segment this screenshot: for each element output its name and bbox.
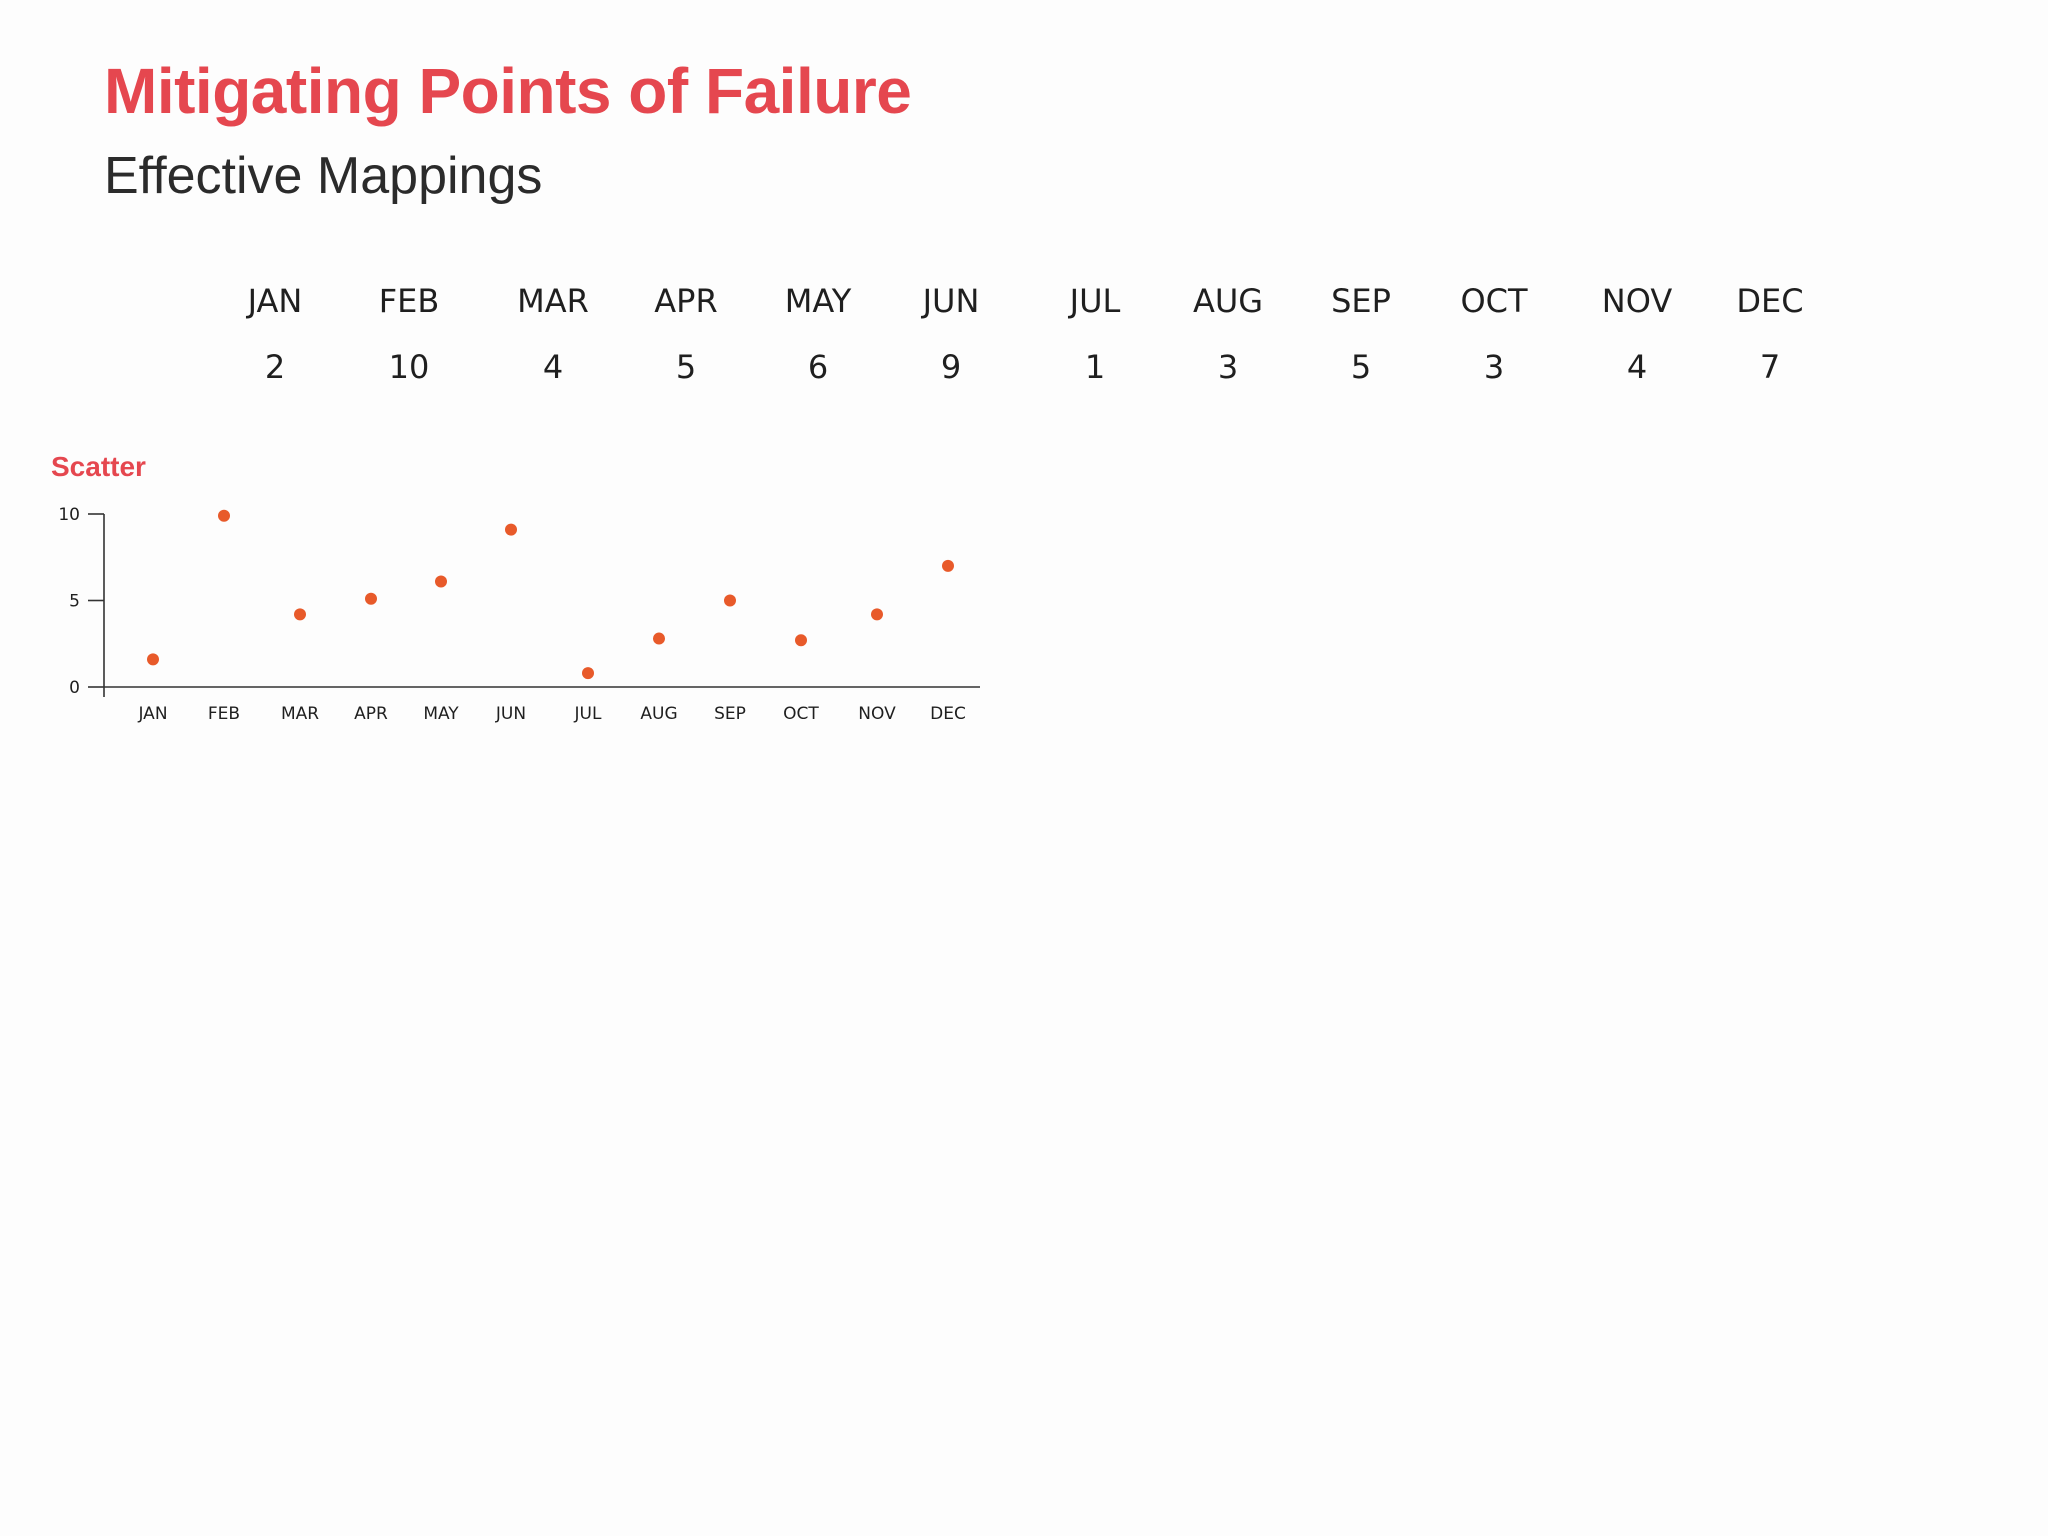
data-point bbox=[435, 575, 447, 588]
data-point bbox=[942, 559, 954, 572]
y-tick-label: 5 bbox=[69, 592, 80, 612]
mapping-month-label: DEC bbox=[1736, 282, 1804, 320]
x-tick-label: JUL bbox=[574, 704, 602, 724]
mapping-month-label: MAY bbox=[784, 282, 852, 320]
mapping-column: JUL 1 bbox=[1025, 280, 1165, 388]
mapping-column: DEC 7 bbox=[1700, 280, 1840, 388]
y-tick-label: 0 bbox=[69, 678, 80, 698]
mapping-column: SEP 5 bbox=[1291, 280, 1431, 388]
x-tick-label: MAY bbox=[423, 704, 459, 724]
mapping-month-value: 4 bbox=[542, 348, 564, 386]
data-point bbox=[582, 667, 594, 680]
x-tick-label: MAR bbox=[281, 704, 319, 724]
mapping-month-label: JUN bbox=[922, 282, 980, 320]
mapping-column: OCT 3 bbox=[1424, 280, 1564, 388]
data-point bbox=[653, 632, 665, 645]
mapping-column: NOV 4 bbox=[1567, 280, 1707, 388]
mapping-column: MAR 4 bbox=[483, 280, 623, 388]
chart-title: Scatter bbox=[51, 451, 146, 482]
mapping-month-value: 5 bbox=[1350, 348, 1372, 386]
mapping-column: JUN 9 bbox=[881, 280, 1021, 388]
mapping-month-label: MAR bbox=[517, 282, 589, 320]
data-point bbox=[147, 653, 159, 666]
mapping-month-label: SEP bbox=[1331, 282, 1391, 320]
mapping-month-label: AUG bbox=[1192, 282, 1264, 320]
x-tick-label: SEP bbox=[714, 704, 746, 724]
mapping-month-value: 5 bbox=[675, 348, 697, 386]
mapping-month-label: OCT bbox=[1460, 282, 1528, 320]
data-point bbox=[294, 608, 306, 621]
x-tick-label: DEC bbox=[930, 704, 966, 724]
month-value-mapping: JAN 2 FEB 10 MAR 4 APR 5 MAY 6 JUN 9 JUL 1 AUG 3 SEP 5 OCT… bbox=[0, 280, 2048, 400]
page-title: Mitigating Points of Failure bbox=[104, 55, 912, 127]
data-point bbox=[871, 608, 883, 621]
data-point bbox=[724, 594, 736, 607]
mapping-month-value: 2 bbox=[264, 348, 286, 386]
x-tick-label: FEB bbox=[208, 704, 240, 724]
x-tick-label: APR bbox=[354, 704, 388, 724]
mapping-month-label: JAN bbox=[247, 282, 303, 320]
mapping-month-value: 3 bbox=[1483, 348, 1505, 386]
mapping-column: JAN 2 bbox=[205, 280, 345, 388]
mapping-month-value: 9 bbox=[940, 348, 962, 386]
mapping-month-label: JUL bbox=[1069, 282, 1121, 320]
mapping-column: APR 5 bbox=[616, 280, 756, 388]
y-tick-label: 10 bbox=[58, 505, 80, 525]
mapping-month-label: APR bbox=[654, 282, 718, 320]
mapping-column: FEB 10 bbox=[339, 280, 479, 388]
x-tick-label: JAN bbox=[137, 704, 167, 724]
data-point bbox=[505, 523, 517, 536]
data-point bbox=[795, 634, 807, 647]
data-point bbox=[218, 509, 230, 522]
mapping-month-label: FEB bbox=[378, 282, 440, 320]
x-tick-label: OCT bbox=[783, 704, 819, 724]
data-point bbox=[365, 592, 377, 605]
x-tick-label: JUN bbox=[495, 704, 526, 724]
page-subtitle: Effective Mappings bbox=[104, 147, 543, 205]
mapping-month-label: NOV bbox=[1601, 282, 1673, 320]
x-tick-label: NOV bbox=[858, 704, 896, 724]
mapping-column: AUG 3 bbox=[1158, 280, 1298, 388]
mapping-column: MAY 6 bbox=[748, 280, 888, 388]
mapping-month-value: 3 bbox=[1217, 348, 1239, 386]
x-tick-label: AUG bbox=[640, 704, 677, 724]
mapping-month-value: 4 bbox=[1626, 348, 1648, 386]
mapping-month-value: 6 bbox=[807, 348, 829, 386]
mapping-month-value: 10 bbox=[388, 348, 430, 386]
mapping-month-value: 1 bbox=[1084, 348, 1106, 386]
mapping-month-value: 7 bbox=[1759, 348, 1781, 386]
